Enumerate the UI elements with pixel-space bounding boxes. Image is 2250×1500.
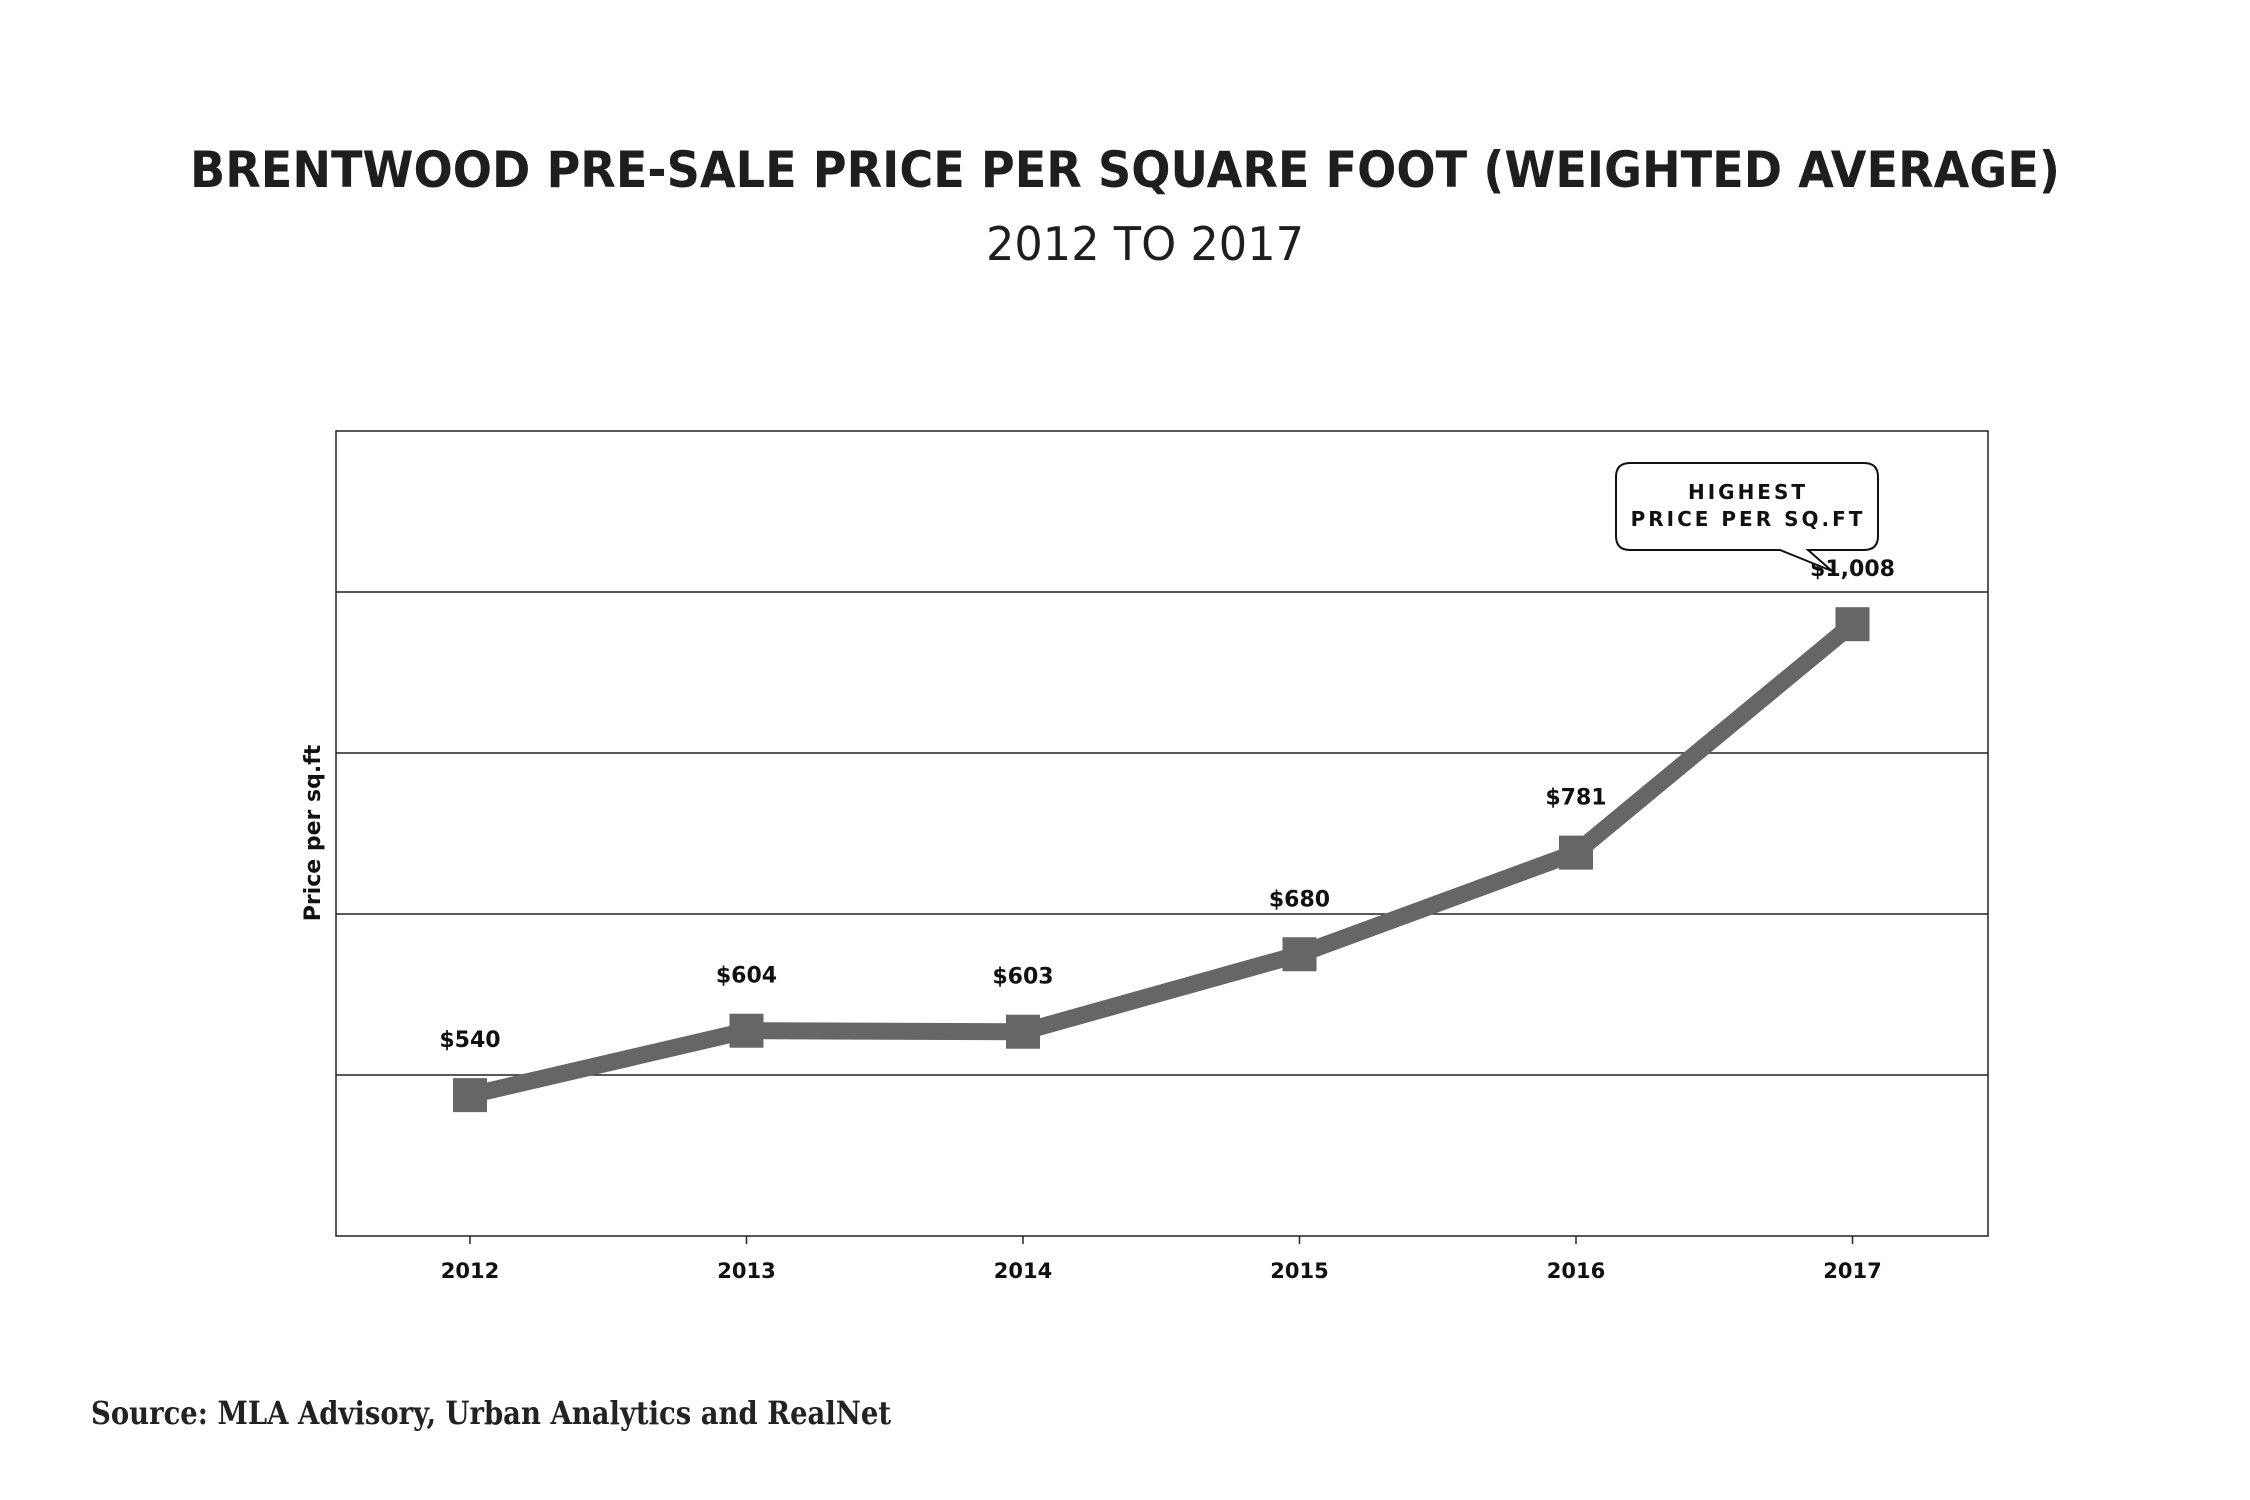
markers bbox=[453, 607, 1870, 1113]
x-tick-label: 2015 bbox=[1270, 1259, 1328, 1283]
data-label: $603 bbox=[992, 965, 1053, 990]
callout-line-1: HIGHEST bbox=[1688, 480, 1808, 504]
x-axis: 2012 2013 2014 2015 2016 2017 bbox=[441, 1236, 1882, 1283]
gridlines bbox=[336, 591, 1988, 1076]
plot-area bbox=[335, 430, 1989, 1237]
data-labels: $540 $604 $603 $680 $781 $1,008 bbox=[439, 557, 1895, 1053]
data-point-marker bbox=[453, 1078, 487, 1113]
y-axis-label: Price per sq.ft bbox=[301, 744, 326, 921]
chart-subtitle: 2012 TO 2017 bbox=[986, 217, 1304, 271]
data-point-marker bbox=[1559, 835, 1593, 870]
data-label: $604 bbox=[716, 964, 777, 989]
x-tick-label: 2012 bbox=[441, 1259, 499, 1283]
callout-bubble bbox=[1615, 462, 1879, 572]
x-tick-label: 2013 bbox=[717, 1259, 775, 1283]
data-label: $781 bbox=[1545, 786, 1606, 811]
callout-line-2: PRICE PER SQ.FT bbox=[1631, 507, 1866, 531]
data-label: $540 bbox=[439, 1028, 500, 1053]
annotation-callout: HIGHEST PRICE PER SQ.FT bbox=[1615, 462, 1879, 572]
x-tick-label: 2014 bbox=[994, 1259, 1052, 1283]
source-note: Source: MLA Advisory, Urban Analytics an… bbox=[91, 1394, 891, 1432]
data-point-marker bbox=[1282, 937, 1317, 972]
data-point-marker bbox=[1835, 607, 1870, 642]
data-point-marker bbox=[729, 1013, 764, 1048]
data-label: $1,008 bbox=[1810, 557, 1895, 582]
x-tick-label: 2017 bbox=[1823, 1259, 1881, 1283]
data-point-marker bbox=[1006, 1014, 1040, 1049]
data-label: $680 bbox=[1269, 887, 1330, 912]
series-line bbox=[468, 617, 1858, 1104]
chart-title: BRENTWOOD PRE-SALE PRICE PER SQUARE FOOT… bbox=[190, 141, 2060, 199]
x-tick-label: 2016 bbox=[1547, 1259, 1605, 1283]
